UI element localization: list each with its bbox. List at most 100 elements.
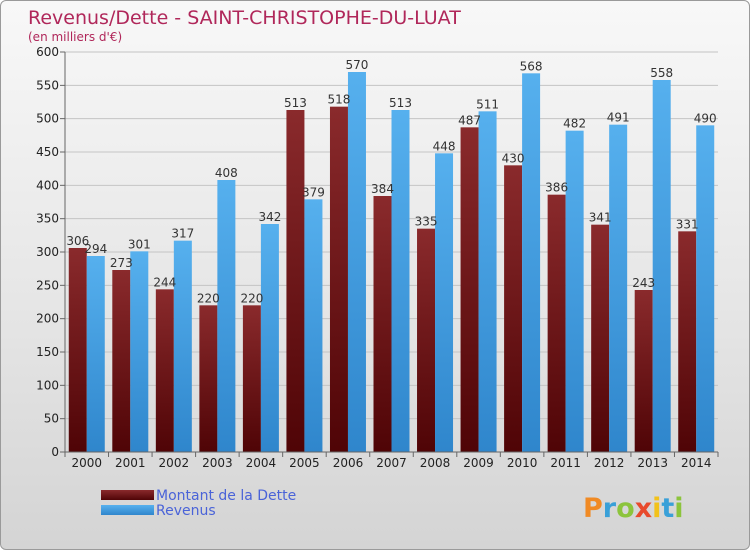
data-label-revenus: 448	[433, 139, 456, 153]
data-label-dette: 244	[153, 275, 176, 289]
x-tick-label: 2004	[246, 456, 277, 470]
x-axis-ticks: 2000 2001 2002 2003 2004 2005 2006 2007 2008 2009…	[64, 452, 719, 470]
bar-revenus	[304, 199, 323, 452]
y-tick-label: 400	[36, 178, 59, 192]
x-tick-label: 2000	[71, 456, 102, 470]
legend-swatch-revenus	[101, 505, 154, 515]
data-label-revenus: 513	[389, 96, 412, 110]
bar-revenus	[173, 240, 192, 452]
bar-revenus	[652, 80, 671, 452]
x-tick-label: 2008	[420, 456, 451, 470]
data-label-revenus: 342	[258, 210, 281, 224]
x-tick-label: 2011	[550, 456, 581, 470]
x-tick-label: 2010	[507, 456, 538, 470]
data-label-dette: 341	[589, 211, 612, 225]
data-label-revenus: 490	[694, 111, 717, 125]
bar-dette	[591, 224, 610, 452]
x-tick-label: 2012	[594, 456, 625, 470]
chart-subtitle: (en milliers d'€)	[28, 30, 122, 44]
bar-dette	[373, 196, 392, 452]
y-tick-label: 600	[36, 45, 59, 59]
bar-revenus	[217, 180, 236, 452]
bars	[68, 72, 715, 453]
bar-dette	[68, 248, 87, 452]
y-tick-label: 300	[36, 245, 59, 259]
data-label-dette: 518	[328, 93, 351, 107]
data-label-revenus: 379	[302, 185, 325, 199]
data-label-revenus: 317	[171, 227, 194, 241]
bar-revenus	[565, 130, 584, 452]
chart-title: Revenus/Dette - SAINT-CHRISTOPHE-DU-LUAT	[28, 7, 461, 29]
legend: Montant de la Dette Revenus	[101, 488, 296, 519]
data-label-revenus: 482	[563, 117, 586, 131]
bar-revenus	[696, 125, 715, 452]
bar-dette	[504, 165, 523, 453]
data-label-dette: 487	[458, 113, 481, 127]
x-tick-label: 2014	[681, 456, 712, 470]
bar-dette	[460, 127, 479, 452]
data-label-dette: 335	[415, 215, 438, 229]
bar-revenus	[130, 251, 149, 452]
data-label-revenus: 294	[84, 242, 107, 256]
bar-dette	[417, 228, 436, 452]
bar-revenus	[478, 111, 497, 452]
legend-label-debt: Montant de la Dette	[156, 488, 296, 504]
data-label-revenus: 408	[215, 166, 238, 180]
y-tick-label: 0	[51, 445, 59, 459]
x-tick-label: 2002	[159, 456, 190, 470]
data-label-dette: 220	[197, 291, 220, 305]
x-tick-label: 2009	[463, 456, 494, 470]
proxiti-logo: Proxiti	[583, 493, 684, 524]
y-tick-label: 350	[36, 212, 59, 226]
legend-swatch-debt	[101, 490, 154, 500]
y-tick-label: 50	[44, 412, 59, 426]
legend-label-revenus: Revenus	[156, 503, 216, 519]
data-label-dette: 513	[284, 96, 307, 110]
y-tick-label: 200	[36, 312, 59, 326]
data-label-revenus: 558	[650, 66, 673, 80]
x-tick-label: 2013	[637, 456, 668, 470]
bar-dette	[155, 289, 174, 452]
data-label-revenus: 491	[607, 111, 630, 125]
data-label-dette: 243	[632, 276, 655, 290]
y-tick-label: 250	[36, 278, 59, 292]
y-tick-label: 100	[36, 378, 59, 392]
x-tick-label: 2005	[289, 456, 320, 470]
y-tick-label: 150	[36, 345, 59, 359]
data-label-dette: 273	[110, 256, 133, 270]
bar-dette	[199, 305, 218, 452]
data-label-revenus: 511	[476, 97, 499, 111]
data-label-revenus: 568	[520, 59, 543, 73]
bar-dette	[547, 194, 566, 452]
data-label-dette: 430	[502, 151, 525, 165]
x-tick-label: 2007	[376, 456, 407, 470]
data-label-dette: 331	[676, 217, 699, 231]
bar-revenus	[347, 72, 366, 452]
data-label-dette: 384	[371, 182, 394, 196]
bar-revenus	[391, 110, 410, 452]
bar-dette	[242, 305, 261, 452]
bar-dette	[286, 110, 305, 452]
bar-revenus	[609, 124, 628, 453]
x-tick-label: 2003	[202, 456, 233, 470]
data-label-dette: 386	[545, 181, 568, 195]
bar-revenus	[86, 256, 105, 452]
bar-dette	[112, 270, 131, 452]
data-label-dette: 220	[240, 291, 263, 305]
y-axis-ticks: 0 50 100 150 200 250 300 350 400 450 500 550 600	[36, 45, 65, 459]
bar-revenus	[260, 224, 279, 452]
y-tick-label: 500	[36, 112, 59, 126]
bar-dette	[329, 106, 348, 453]
data-label-dette: 306	[66, 234, 89, 248]
bar-revenus	[435, 153, 454, 453]
bar-revenus	[522, 73, 541, 452]
x-tick-label: 2006	[333, 456, 364, 470]
data-label-revenus: 301	[128, 237, 151, 251]
logo-text: Proxiti	[583, 493, 684, 524]
bar-dette	[678, 231, 697, 452]
x-tick-label: 2001	[115, 456, 146, 470]
y-tick-label: 450	[36, 145, 59, 159]
